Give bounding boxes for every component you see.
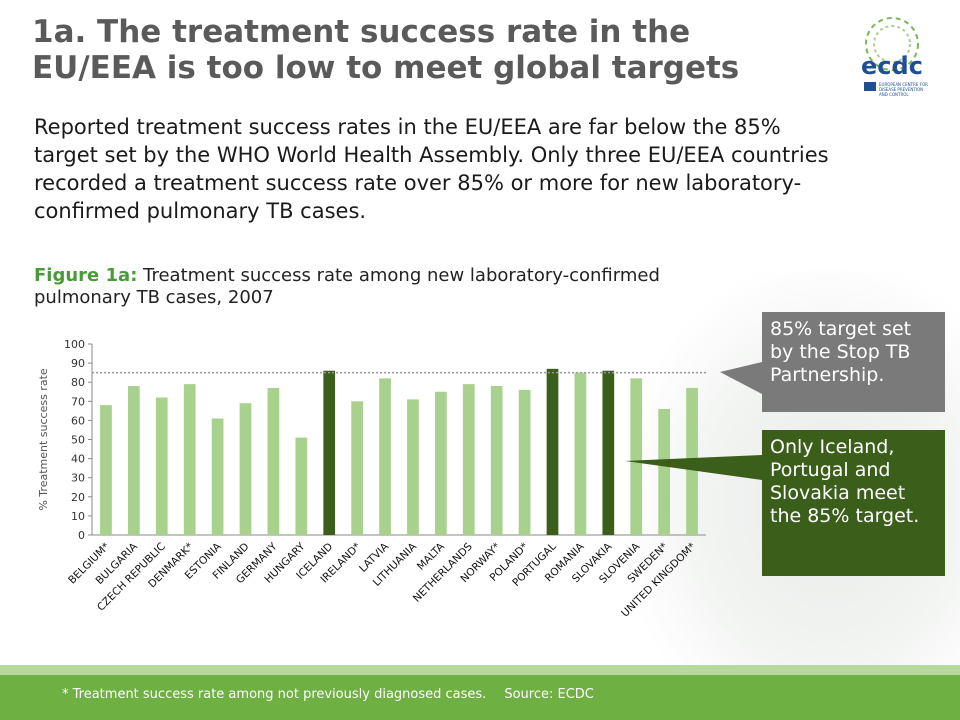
logo-subtitle-line3: AND CONTROL xyxy=(879,92,909,97)
footer-bar xyxy=(0,665,960,720)
y-tick-label: 10 xyxy=(71,510,85,523)
y-tick-label: 0 xyxy=(78,529,85,542)
bar xyxy=(183,384,196,535)
intro-paragraph: Reported treatment success rates in the … xyxy=(34,115,829,223)
bar xyxy=(574,372,587,535)
bar xyxy=(211,418,224,535)
bar xyxy=(128,386,140,535)
figure-caption: Figure 1a: Treatment success rate among … xyxy=(34,265,714,309)
footer-text: * Treatment success rate among not previ… xyxy=(62,687,594,702)
bar xyxy=(379,378,391,535)
bar xyxy=(407,399,419,535)
bar xyxy=(435,391,447,535)
y-tick-label: 60 xyxy=(71,414,85,427)
bar xyxy=(323,370,336,535)
logo-subtitle-line1: EUROPEAN CENTRE FOR xyxy=(879,82,928,87)
bar xyxy=(658,408,670,535)
treatment-success-bar-chart: 0 10 20 30 40 50 60 70 80 90 100 % Treatment succes… xyxy=(37,338,706,620)
bar xyxy=(351,401,363,535)
countries-meet-target-callout: Only Iceland, Portugal and Slovakia meet… xyxy=(762,430,945,576)
logo-subtitle-line2: DISEASE PREVENTION xyxy=(879,87,923,92)
bar xyxy=(462,384,475,535)
figure-label: Figure 1a: xyxy=(34,265,138,286)
y-tick-label: 40 xyxy=(71,453,85,466)
bar xyxy=(155,397,168,535)
bar xyxy=(630,378,643,535)
logo-wordmark: ecdc xyxy=(861,52,923,80)
figure-caption-text: Treatment success rate among new laborat… xyxy=(34,265,660,308)
ecdc-logo: ecdc EUROPEAN CENTRE FOR DISEASE PREVENT… xyxy=(861,17,928,97)
y-tick-label: 90 xyxy=(71,357,85,370)
bar xyxy=(267,387,280,535)
y-tick-label: 30 xyxy=(71,472,85,485)
page-title: 1a. The treatment success rate in the EU… xyxy=(32,14,740,86)
y-tick-label: 70 xyxy=(71,395,85,408)
bar xyxy=(100,405,112,535)
y-tick-label: 20 xyxy=(71,491,85,504)
bar xyxy=(490,386,503,535)
y-tick-label: 100 xyxy=(64,338,85,351)
y-axis-title: % Treatment success rate xyxy=(37,368,50,511)
eu-flag-icon xyxy=(864,82,876,91)
meet-callout-pointer xyxy=(625,455,762,480)
footer-source: Source: ECDC xyxy=(504,687,594,702)
y-tick-label: 50 xyxy=(71,434,85,447)
bar xyxy=(602,370,615,535)
bar xyxy=(546,368,559,535)
y-tick-label: 80 xyxy=(71,376,85,389)
footer-note: * Treatment success rate among not previ… xyxy=(62,687,487,702)
target-callout-pointer xyxy=(720,362,762,394)
bar xyxy=(239,403,252,535)
bar xyxy=(518,389,531,535)
target-callout: 85% target set by the Stop TB Partnershi… xyxy=(762,312,945,412)
bar xyxy=(295,437,308,535)
logo-leaf-wreath-icon xyxy=(865,17,919,71)
